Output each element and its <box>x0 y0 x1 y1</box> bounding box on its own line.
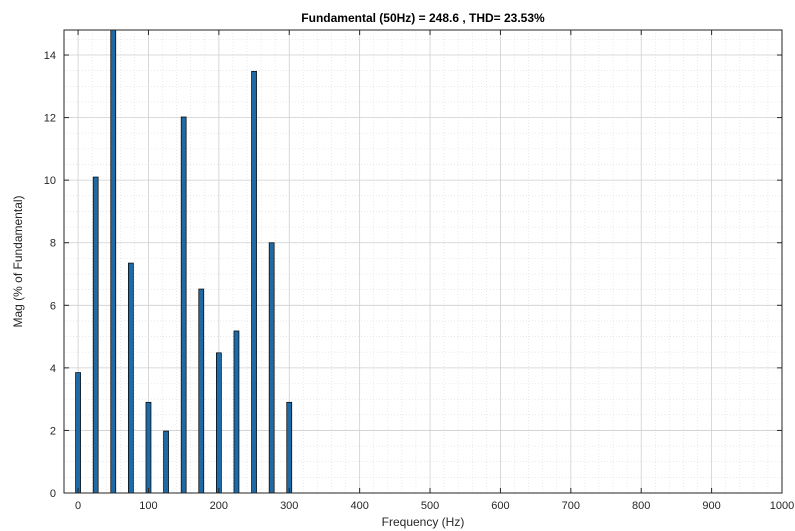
x-tick-label: 1000 <box>770 500 794 512</box>
y-tick-label: 10 <box>44 175 56 187</box>
bar <box>92 176 99 494</box>
x-tick-label: 800 <box>632 500 650 512</box>
y-tick-label: 0 <box>50 488 56 500</box>
bar <box>145 401 152 494</box>
y-axis-label: Mag (% of Fundamental) <box>11 195 25 327</box>
bar <box>75 372 81 494</box>
x-tick-label: 700 <box>562 500 580 512</box>
x-tick-label: 300 <box>280 500 298 512</box>
bars <box>75 29 293 494</box>
bar <box>216 352 222 494</box>
x-tick-label: 100 <box>139 500 157 512</box>
x-tick-labels: 0 100 200 300 400 500 600 700 800 900 1000 <box>75 500 794 512</box>
y-tick-labels: 0 2 4 6 8 10 12 14 <box>44 50 56 500</box>
chart-title: Fundamental (50Hz) = 248.6 , THD= 23.53% <box>301 11 545 25</box>
bar <box>251 70 257 494</box>
y-tick-label: 12 <box>44 113 56 125</box>
bar <box>198 288 205 494</box>
ticks <box>64 30 783 494</box>
bar <box>233 330 240 494</box>
bar <box>163 430 169 494</box>
bar <box>268 242 275 494</box>
x-tick-label: 200 <box>210 500 228 512</box>
plot-area <box>64 30 782 493</box>
bar <box>180 116 187 494</box>
x-tick-label: 600 <box>491 500 509 512</box>
x-tick-label: 500 <box>421 500 439 512</box>
minor-grid <box>63 30 782 493</box>
x-axis-label: Frequency (Hz) <box>382 515 465 529</box>
y-tick-label: 2 <box>50 425 56 437</box>
bar <box>128 262 134 494</box>
y-tick-label: 6 <box>50 300 56 312</box>
x-tick-label: 900 <box>702 500 720 512</box>
x-tick-label: 0 <box>75 500 81 512</box>
y-tick-label: 14 <box>44 50 56 62</box>
x-tick-label: 400 <box>350 500 368 512</box>
bar <box>110 29 117 494</box>
bar <box>286 401 293 494</box>
y-tick-label: 4 <box>50 363 56 375</box>
plot-border <box>63 29 783 494</box>
y-tick-label: 8 <box>50 238 56 250</box>
